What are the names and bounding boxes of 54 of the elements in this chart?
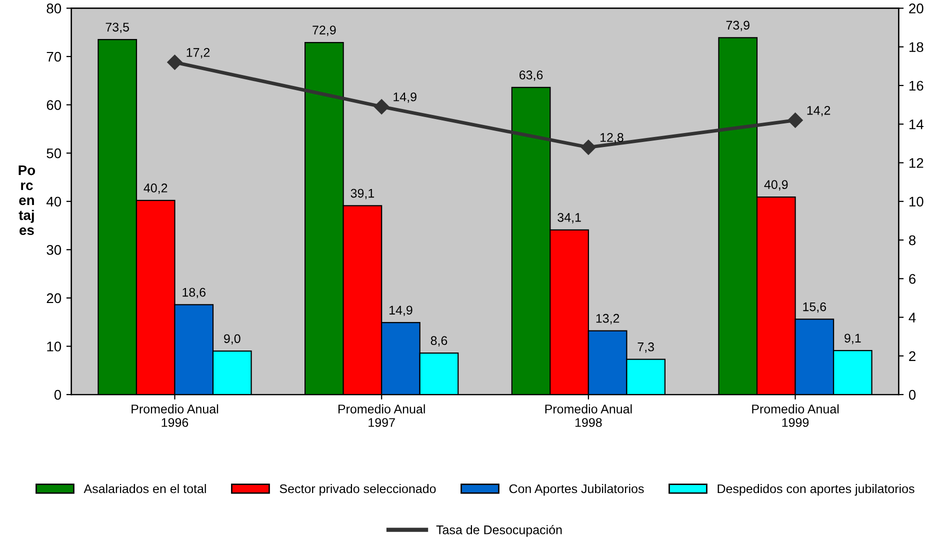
legend-label: Con Aportes Jubilatorios bbox=[509, 484, 644, 496]
y2-tick-label: 16 bbox=[909, 80, 924, 91]
y2-tick-label: 6 bbox=[909, 274, 916, 284]
point bbox=[788, 112, 803, 128]
data-label: 17,2 bbox=[186, 48, 210, 58]
y-tick-label: 0 bbox=[54, 390, 62, 400]
data-label: 12,8 bbox=[600, 133, 624, 144]
point bbox=[374, 99, 390, 114]
data-label: 39,1 bbox=[350, 188, 374, 200]
data-label: 18,6 bbox=[182, 288, 206, 298]
y-tick-label: 70 bbox=[46, 52, 62, 62]
y-tick-label: 80 bbox=[46, 4, 62, 14]
data-label: 14,9 bbox=[390, 306, 412, 316]
y2-tick-label: 8 bbox=[909, 235, 916, 246]
data-label: 14,9 bbox=[394, 92, 416, 103]
y2-tick-label: 4 bbox=[908, 312, 916, 322]
data-label: 34,1 bbox=[558, 213, 581, 224]
y2-tick-label: 0 bbox=[908, 390, 916, 400]
data-label: 73,5 bbox=[106, 22, 129, 34]
point bbox=[580, 140, 596, 155]
y-tick-label: 40 bbox=[46, 196, 62, 207]
y-tick-label: 60 bbox=[46, 100, 62, 110]
data-label: 9,0 bbox=[224, 334, 240, 345]
y2-tick-label: 10 bbox=[909, 196, 924, 207]
data-label: 72,9 bbox=[312, 26, 336, 36]
y-axis-title: Po rc en taj es bbox=[18, 166, 36, 236]
y-tick-label: 30 bbox=[46, 245, 62, 255]
data-label: 40,2 bbox=[144, 184, 168, 194]
y-tick-label: 10 bbox=[47, 342, 62, 352]
data-label: 9,1 bbox=[844, 334, 861, 344]
point bbox=[167, 54, 182, 70]
y2-tick-label: 20 bbox=[909, 4, 924, 14]
data-label: 8,6 bbox=[430, 336, 448, 346]
data-label: 13,2 bbox=[596, 314, 620, 324]
legend-label: Despedidos con aportes jubilatorios bbox=[718, 484, 914, 496]
data-label: 15,6 bbox=[803, 302, 826, 313]
data-label: 14,2 bbox=[807, 106, 830, 116]
y2-tick-label: 14 bbox=[909, 120, 924, 130]
data-label: 40,9 bbox=[764, 180, 788, 190]
y-tick-label: 50 bbox=[46, 148, 62, 158]
x-tick-label: Promedio Anual 1999 bbox=[752, 404, 839, 427]
x-tick-label: Promedio Anual 1996 bbox=[132, 404, 218, 427]
y2-tick-label: 2 bbox=[909, 351, 916, 361]
data-label: 7,3 bbox=[638, 342, 654, 353]
data-label: 63,6 bbox=[520, 70, 543, 81]
y-tick-label: 20 bbox=[46, 293, 62, 304]
legend-label: Tasa de Desocupación bbox=[436, 524, 562, 537]
x-tick-label: Promedio Anual 1998 bbox=[545, 404, 632, 427]
legend-label: Asalariados en el total bbox=[84, 484, 206, 494]
legend-label: Sector privado seleccionado bbox=[280, 484, 436, 496]
y2-tick-label: 12 bbox=[909, 158, 924, 168]
y2-tick-label: 18 bbox=[909, 42, 924, 52]
data-label: 73,9 bbox=[726, 20, 750, 32]
x-tick-label: Promedio Anual 1997 bbox=[338, 404, 425, 427]
